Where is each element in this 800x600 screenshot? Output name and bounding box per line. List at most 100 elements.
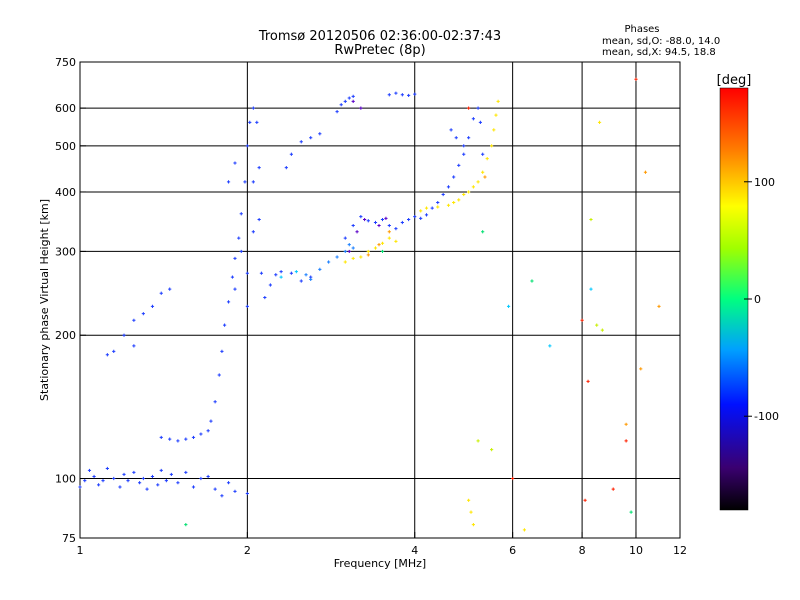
data-point bbox=[492, 128, 496, 132]
data-point bbox=[462, 144, 466, 148]
colorbar-ticks: 100 0 -100 bbox=[744, 176, 779, 423]
data-point bbox=[351, 223, 355, 228]
data-point bbox=[351, 99, 355, 103]
data-point bbox=[230, 275, 235, 279]
data-point bbox=[522, 528, 527, 532]
data-point bbox=[255, 120, 259, 124]
data-point bbox=[351, 246, 355, 250]
data-point bbox=[597, 120, 602, 124]
data-point bbox=[589, 217, 593, 222]
colorbar-label: [deg] bbox=[717, 73, 752, 88]
data-point bbox=[191, 435, 196, 440]
data-point bbox=[436, 200, 440, 205]
x-tick-label: 1 bbox=[77, 544, 84, 557]
data-point bbox=[387, 223, 391, 228]
data-point bbox=[351, 256, 355, 261]
data-point bbox=[476, 180, 480, 184]
data-point bbox=[380, 249, 385, 254]
data-point bbox=[263, 295, 267, 300]
y-tick-label: 75 bbox=[62, 532, 76, 545]
data-point bbox=[413, 92, 417, 96]
x-tick-label: 8 bbox=[579, 544, 586, 557]
data-point bbox=[199, 432, 203, 436]
data-point bbox=[222, 323, 227, 327]
data-point bbox=[299, 140, 303, 144]
data-point bbox=[446, 185, 451, 189]
data-point bbox=[112, 349, 116, 353]
data-point bbox=[243, 180, 247, 184]
data-point bbox=[132, 344, 136, 348]
data-point bbox=[580, 318, 584, 322]
data-point bbox=[245, 304, 249, 308]
data-point bbox=[217, 373, 221, 377]
data-point bbox=[335, 110, 339, 114]
data-point bbox=[407, 93, 411, 98]
y-tick-label: 600 bbox=[55, 102, 76, 115]
y-tick-label: 750 bbox=[55, 56, 76, 69]
data-point bbox=[284, 166, 288, 170]
data-point bbox=[126, 479, 130, 483]
data-point bbox=[400, 220, 404, 225]
data-point bbox=[624, 422, 628, 426]
data-point bbox=[233, 161, 237, 165]
data-point bbox=[122, 333, 126, 337]
data-point bbox=[359, 215, 363, 219]
data-point bbox=[467, 136, 471, 140]
data-point bbox=[351, 94, 355, 99]
data-point bbox=[226, 180, 231, 184]
data-point bbox=[449, 128, 453, 132]
data-point bbox=[359, 106, 363, 110]
data-point bbox=[199, 476, 203, 481]
data-point bbox=[233, 256, 237, 261]
legend-line-o: mean, sd,O: -88.0, 14.0 bbox=[602, 36, 720, 47]
data-point bbox=[452, 175, 456, 179]
data-point bbox=[347, 249, 351, 254]
x-tick-label: 12 bbox=[673, 544, 687, 557]
data-point bbox=[471, 117, 475, 121]
data-point bbox=[481, 170, 485, 174]
data-point bbox=[643, 170, 648, 174]
legend-line-x: mean, sd,X: 94.5, 18.8 bbox=[602, 47, 716, 58]
y-tick-label: 100 bbox=[55, 473, 76, 486]
data-point bbox=[481, 152, 485, 156]
data-point bbox=[600, 328, 604, 332]
data-point bbox=[92, 474, 96, 479]
data-point bbox=[112, 476, 116, 481]
data-point bbox=[122, 472, 126, 477]
data-point bbox=[483, 175, 487, 179]
data-point bbox=[380, 241, 385, 245]
data-point bbox=[343, 249, 347, 254]
data-point bbox=[132, 470, 136, 475]
data-point bbox=[366, 253, 370, 257]
data-point bbox=[343, 236, 347, 240]
data-point bbox=[407, 217, 411, 222]
data-point bbox=[118, 485, 122, 489]
x-tick-label: 2 bbox=[244, 544, 251, 557]
data-point bbox=[380, 217, 385, 222]
data-point bbox=[239, 249, 243, 254]
data-point bbox=[373, 246, 378, 250]
data-point bbox=[304, 273, 308, 277]
data-point bbox=[454, 136, 458, 140]
data-point bbox=[191, 485, 196, 489]
data-point bbox=[485, 157, 489, 161]
colorbar bbox=[719, 87, 749, 511]
x-axis-label: Frequency [MHz] bbox=[334, 557, 426, 570]
data-point bbox=[239, 212, 243, 216]
data-point bbox=[159, 435, 163, 440]
data-point bbox=[259, 271, 264, 275]
data-point bbox=[373, 220, 378, 225]
data-point bbox=[595, 323, 599, 327]
data-point bbox=[83, 479, 87, 483]
data-point bbox=[226, 481, 231, 485]
data-point bbox=[138, 481, 142, 485]
data-point bbox=[347, 96, 351, 100]
data-point bbox=[589, 287, 593, 291]
x-tick-label: 6 bbox=[509, 544, 516, 557]
data-point bbox=[257, 166, 261, 170]
x-tick-label: 4 bbox=[411, 544, 418, 557]
data-point bbox=[268, 283, 272, 287]
data-point bbox=[105, 466, 109, 471]
data-point bbox=[441, 192, 445, 197]
